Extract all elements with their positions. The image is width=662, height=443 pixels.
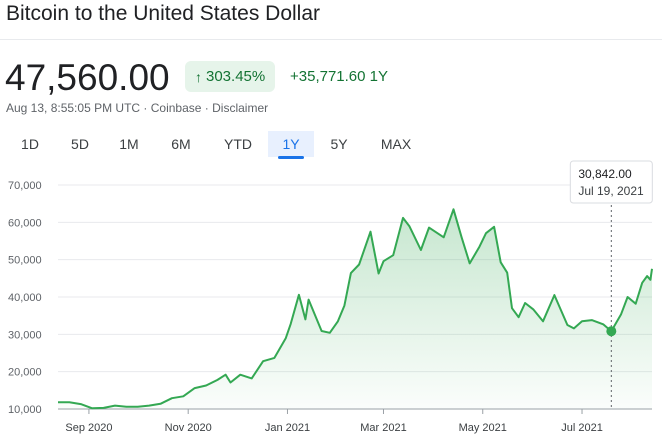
tab-label: YTD [224,136,252,152]
y-tick-label: 70,000 [8,180,42,192]
y-tick-label: 50,000 [8,255,42,267]
tab-label: 1Y [282,136,300,152]
x-axis: Sep 2020 Nov 2020 Jan 2021 Mar 2021 May 2021… [65,409,603,434]
tab-label: 1D [21,136,39,152]
meta-separator: · [201,101,213,115]
tab-label: MAX [380,136,412,152]
disclaimer-link[interactable]: Disclaimer [212,101,269,115]
tooltip-box [569,160,653,204]
tab-5y[interactable]: 5Y [317,131,361,157]
tab-max[interactable]: MAX [372,131,420,157]
source-label: Coinbase [150,101,202,115]
meta-separator: · [140,101,151,115]
y-tick-label: 30,000 [8,329,42,341]
tab-label: 5D [71,136,89,152]
x-tick-label: May 2021 [459,422,507,434]
tab-label: 5Y [330,136,348,152]
tab-label: 6M [171,136,191,152]
tab-5d[interactable]: 5D [58,131,102,157]
divider [0,39,662,40]
tooltip-date: Jul 19, 2021 [578,184,644,198]
y-tick-label: 20,000 [8,367,42,379]
tab-1d[interactable]: 1D [8,131,52,157]
y-axis: 10,000 20,000 30,000 40,000 50,000 60,000 70,0… [8,180,42,416]
chart-gridlines [58,184,652,373]
tab-ytd[interactable]: YTD [214,131,262,157]
x-tick-label: Jul 2021 [561,422,603,434]
tab-label: 1M [119,136,139,152]
y-tick-label: 10,000 [8,404,42,416]
price-area [58,209,652,409]
x-tick-label: Nov 2020 [165,422,212,434]
price-meta: Aug 13, 8:55:05 PM UTC · Coinbase · Disc… [6,101,268,115]
tab-1m[interactable]: 1M [107,131,151,157]
percent-change-badge: ↑ 303.45% [185,61,276,92]
tab-6m[interactable]: 6M [159,131,203,157]
price-line [58,208,653,410]
absolute-change-value: +35,771.60 [290,68,366,85]
tab-1y[interactable]: 1Y [268,131,314,159]
x-tick-label: Sep 2020 [65,422,112,434]
y-tick-label: 40,000 [8,292,42,304]
arrow-up-icon: ↑ [195,68,202,85]
absolute-change-period: 1Y [369,68,389,85]
price-tooltip: 30,842.00 Jul 19, 2021 [569,160,653,204]
current-price: 47,560.00 [5,57,170,98]
highlight-point [606,326,617,337]
percent-change-value: 303.45% [206,68,266,85]
y-tick-label: 60,000 [8,217,42,229]
page-title: Bitcoin to the United States Dollar [6,2,320,25]
x-tick-label: Mar 2021 [360,422,406,434]
x-tick-label: Jan 2021 [265,422,310,434]
timestamp: Aug 13, 8:55:05 PM UTC [6,101,141,115]
tooltip-value: 30,842.00 [578,167,632,181]
absolute-change: +35,771.60 1Y [290,68,388,85]
